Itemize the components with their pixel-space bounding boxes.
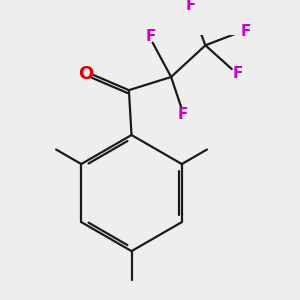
Text: F: F [241, 24, 251, 39]
Text: F: F [186, 0, 196, 13]
Text: O: O [79, 65, 94, 83]
Text: F: F [232, 65, 243, 80]
Text: F: F [145, 29, 156, 44]
Text: F: F [178, 107, 188, 122]
